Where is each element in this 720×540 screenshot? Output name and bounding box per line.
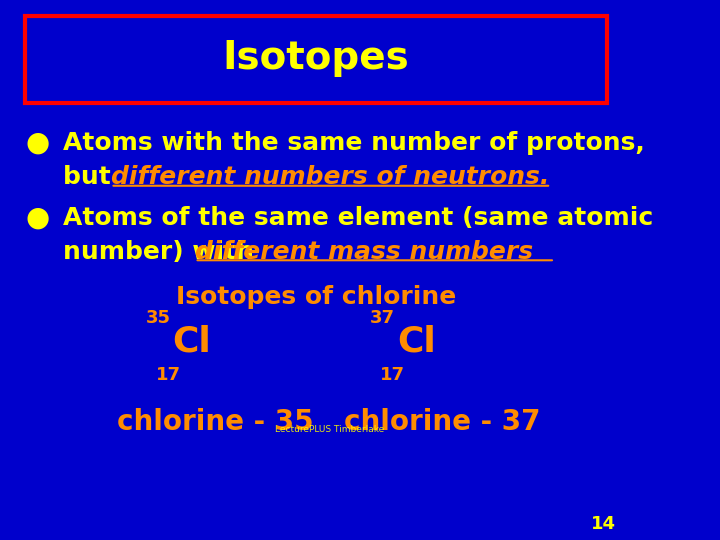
Text: 17: 17 <box>156 366 181 383</box>
Text: different mass numbers: different mass numbers <box>194 240 533 264</box>
Text: Atoms with the same number of protons,: Atoms with the same number of protons, <box>63 131 645 155</box>
Text: number) with: number) with <box>63 240 263 264</box>
Text: chlorine - 35: chlorine - 35 <box>117 408 313 436</box>
FancyBboxPatch shape <box>25 16 607 103</box>
Text: chlorine - 37: chlorine - 37 <box>344 408 541 436</box>
Text: 37: 37 <box>369 309 395 327</box>
Text: 17: 17 <box>380 366 405 383</box>
Text: Isotopes: Isotopes <box>222 39 410 77</box>
Text: Cl: Cl <box>173 325 211 359</box>
Text: but: but <box>63 165 120 189</box>
Text: ●: ● <box>25 204 50 232</box>
Text: LecturePLUS Timberlake: LecturePLUS Timberlake <box>275 425 384 434</box>
Text: 35: 35 <box>145 309 171 327</box>
Text: 14: 14 <box>591 515 616 533</box>
Text: Atoms of the same element (same atomic: Atoms of the same element (same atomic <box>63 206 654 230</box>
Text: ●: ● <box>25 129 50 157</box>
Text: Cl: Cl <box>397 325 436 359</box>
Text: different numbers of neutrons.: different numbers of neutrons. <box>111 165 549 189</box>
Text: Isotopes of chlorine: Isotopes of chlorine <box>176 285 456 309</box>
